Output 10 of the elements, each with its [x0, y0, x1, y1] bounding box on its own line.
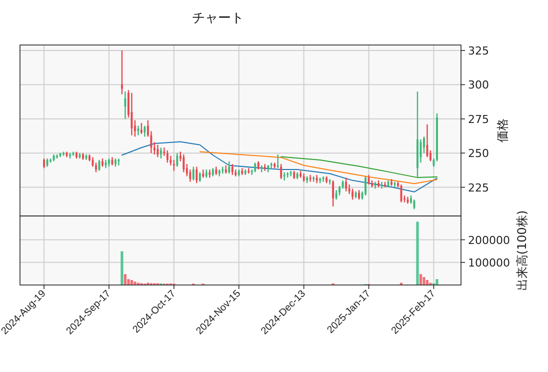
y-tick-label: 200000 [468, 234, 510, 247]
y-tick-label: 300 [468, 78, 489, 92]
y-axis-title: 出来高(100株) [515, 210, 529, 291]
chart-title: チャート [192, 11, 244, 26]
y-tick-label: 325 [468, 44, 489, 58]
y-axis-title: 価格 [496, 118, 510, 142]
y-tick-label: 225 [468, 181, 489, 194]
y-tick-label: 275 [468, 112, 489, 126]
y-tick-label: 250 [468, 147, 489, 160]
y-tick-label: 100000 [468, 256, 510, 270]
